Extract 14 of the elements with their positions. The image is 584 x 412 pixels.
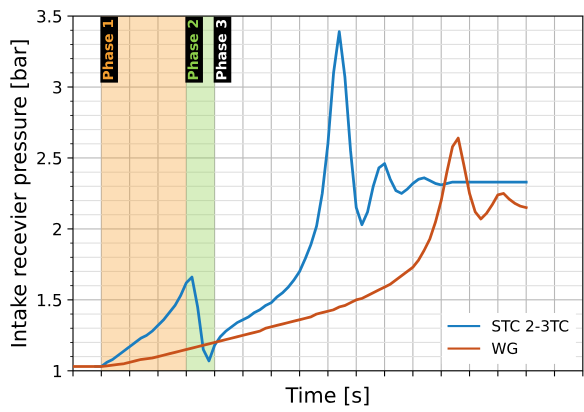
line-series	[73, 136, 528, 368]
y-tick-label: 2.5	[37, 152, 62, 165]
y-tick-label: 2	[53, 222, 61, 236]
y-tick-label: 3.5	[37, 10, 62, 23]
y-tick-label: 1.5	[38, 294, 62, 306]
y-tick-label: 3	[53, 80, 62, 94]
x-axis-title: Time [s]	[286, 386, 368, 406]
annotation: Phase 3	[216, 20, 227, 80]
annotation: Phase 2	[187, 20, 198, 80]
y-tick-label: 1	[54, 364, 62, 378]
annotation: Phase 1	[102, 20, 114, 80]
y-axis-title: Intake recevier pressure [bar]	[10, 40, 31, 346]
legend-label: WG	[492, 342, 518, 354]
legend-label: STC 2-3TC	[492, 320, 568, 332]
